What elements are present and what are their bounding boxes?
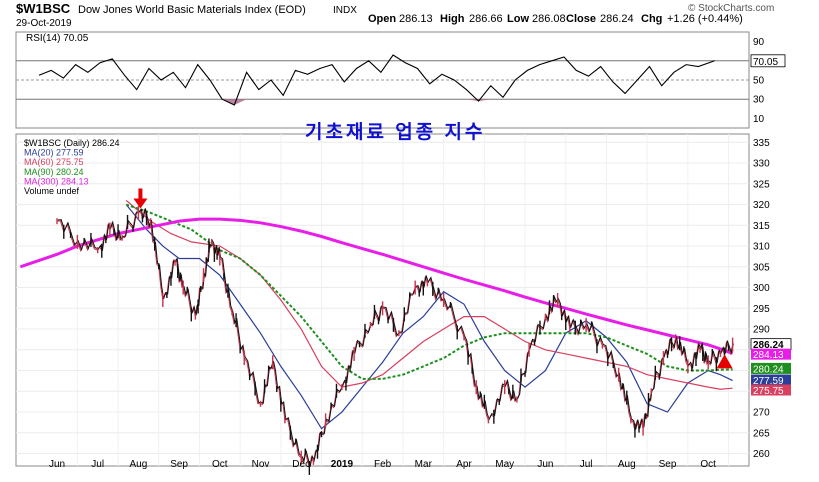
x-axis: Jun Jul Aug Sep Oct Nov Dec 2019 Feb Mar Apr May Jun…: [49, 459, 716, 470]
price-y-axis: 3353303253203153103053002952902852802752…: [753, 138, 770, 460]
high-value: 286.66: [469, 13, 503, 25]
high-label: High: [440, 13, 465, 25]
ma-line-ma20: [125, 204, 733, 430]
open-label: Open: [368, 13, 396, 25]
ma-line-ma300: [19, 217, 734, 355]
price-tick-label: 265: [753, 428, 770, 439]
price-tick-label: 335: [753, 138, 770, 149]
x-tick-label: Oct: [212, 459, 228, 470]
rsi-current-value: 70.05: [753, 57, 778, 68]
price-tick-label: 320: [753, 200, 770, 211]
legend-entry: MA(300) 284.13: [24, 176, 89, 186]
value-tag-text: 280.24: [753, 364, 784, 375]
rsi-tick-label: 30: [753, 95, 765, 106]
symbol-title: $W1BSC: [16, 1, 71, 16]
value-tag-bg: [751, 374, 791, 386]
close-value: 286.24: [600, 13, 634, 25]
price-tick-label: 300: [753, 283, 770, 294]
x-tick-label: Jun: [537, 459, 553, 470]
value-tag-bg: [751, 384, 791, 396]
price-panel-frame: [15, 133, 750, 467]
rsi-current-tag: [750, 54, 786, 68]
price-tick-label: 315: [753, 221, 770, 232]
rsi-legend: RSI(14) 70.05: [26, 33, 89, 44]
x-tick-label: Jul: [580, 459, 593, 470]
rsi-line: [38, 54, 715, 106]
brand-watermark: © StockCharts.com: [688, 3, 774, 14]
x-tick-label: Feb: [374, 459, 392, 470]
ma-line-ma90: [125, 203, 733, 380]
price-tick-label: 330: [753, 159, 770, 170]
legend-entry: $W1BSC (Daily) 286.24: [24, 138, 120, 148]
up-arrow-signal: [716, 354, 733, 369]
low-value: 286.08: [532, 13, 566, 25]
value-tag-text: 284.13: [753, 350, 784, 361]
x-tick-label: Mar: [415, 459, 433, 470]
low-label: Low: [507, 13, 529, 25]
x-tick-label: Aug: [618, 459, 636, 470]
rsi-tick-label: 10: [753, 114, 765, 125]
x-tick-label: Sep: [170, 459, 188, 470]
legend-entry: MA(90) 280.24: [24, 167, 84, 177]
chg-value: +1.26 (+0.44%): [667, 13, 743, 25]
value-tag-text: 277.59: [753, 376, 784, 387]
legend-entry: Volume undef: [24, 186, 80, 196]
price-tick-label: 305: [753, 262, 770, 273]
price-line: [57, 208, 734, 467]
exchange-label: INDX: [333, 5, 357, 16]
ohlc-readout: Open 286.13 High 286.66 Low 286.08 Close…: [368, 13, 743, 25]
rsi-tick-label: 90: [753, 37, 765, 48]
rsi-y-axis: 90 50 30 10 70.05: [750, 37, 786, 125]
price-tick-label: 290: [753, 325, 770, 336]
chart-date: 29-Oct-2019: [16, 18, 72, 29]
legend-entry: MA(20) 277.59: [24, 148, 84, 158]
rsi-tick-label: 50: [753, 76, 765, 87]
overlay-korean-title: 기초재료 업종 지수: [305, 121, 485, 143]
price-tick-label: 270: [753, 408, 770, 419]
value-tag-bg: [751, 348, 791, 360]
price-grid: [16, 134, 749, 466]
legend-entry: MA(60) 275.75: [24, 157, 84, 167]
x-tick-label: Jun: [49, 459, 65, 470]
price-tick-label: 260: [753, 449, 770, 460]
down-arrow-signal: [133, 188, 148, 209]
x-tick-label: Jul: [91, 459, 104, 470]
value-tag-bg: [751, 362, 791, 374]
x-tick-label: Aug: [130, 459, 148, 470]
rsi-plot: [16, 54, 749, 106]
x-tick-label: Nov: [252, 459, 270, 470]
x-tick-label: Sep: [659, 459, 677, 470]
price-tick-label: 295: [753, 304, 770, 315]
price-plot: [19, 188, 734, 475]
chg-label: Chg: [641, 13, 662, 25]
value-tag-text: 275.75: [753, 386, 784, 397]
x-tick-label: May: [495, 459, 514, 470]
x-tick-label: Apr: [456, 459, 472, 470]
x-tick-label: 2019: [331, 459, 354, 470]
close-label: Close: [566, 13, 596, 25]
open-value: 286.13: [399, 13, 433, 25]
x-tick-label: Oct: [700, 459, 716, 470]
value-tag-text: 286.24: [753, 340, 784, 351]
price-tick-label: 310: [753, 242, 770, 253]
price-tick-label: 325: [753, 179, 770, 190]
index-name: Dow Jones World Basic Materials Index (E…: [78, 4, 306, 16]
x-tick-label: Dec: [292, 459, 310, 470]
